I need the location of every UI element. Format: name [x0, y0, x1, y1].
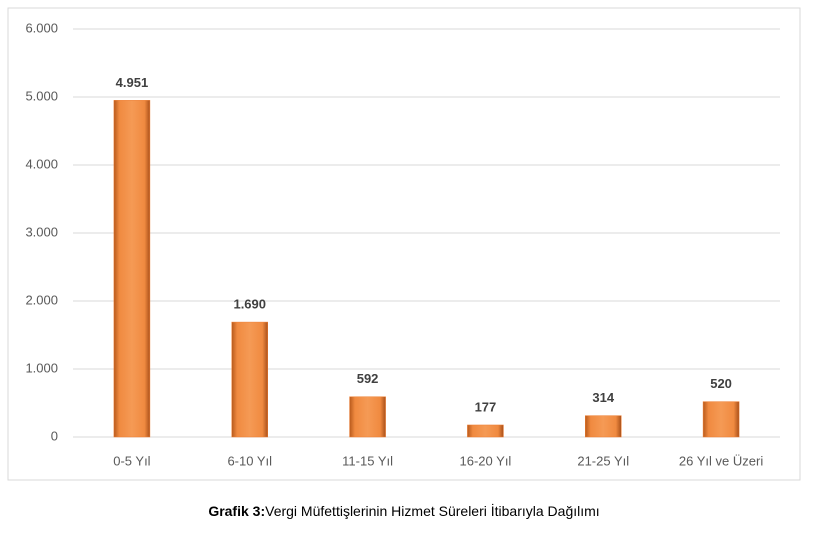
bar [349, 396, 386, 438]
bar [702, 401, 740, 438]
value-label: 314 [592, 390, 614, 405]
value-label: 177 [475, 399, 497, 414]
bar [113, 100, 151, 438]
x-tick-label: 26 Yıl ve Üzeri [679, 453, 763, 468]
value-label: 592 [357, 371, 379, 386]
bar [231, 321, 268, 438]
bar [467, 424, 504, 438]
y-tick-label: 2.000 [25, 292, 58, 307]
x-tick-label: 21-25 Yıl [577, 453, 629, 468]
y-tick-label: 4.000 [25, 156, 58, 171]
y-tick-label: 5.000 [25, 88, 58, 103]
bar [585, 415, 622, 438]
value-label: 520 [710, 376, 732, 391]
y-tick-label: 3.000 [25, 224, 58, 239]
caption-label: Grafik 3: [208, 503, 265, 519]
value-label: 1.690 [233, 297, 266, 312]
x-tick-label: 6-10 Yıl [227, 453, 272, 468]
caption-text: Vergi Müfettişlerinin Hizmet Süreleri İt… [265, 502, 600, 519]
x-tick-label: 11-15 Yıl [342, 453, 393, 468]
x-tick-label: 0-5 Yıl [113, 453, 150, 468]
y-tick-label: 1.000 [25, 360, 58, 375]
caption: Grafik 3:Vergi Müfettişlerinin Hizmet Sü… [208, 502, 599, 519]
y-tick-label: 6.000 [25, 20, 58, 35]
x-tick-label: 16-20 Yıl [460, 453, 512, 468]
value-label: 4.951 [116, 75, 149, 90]
y-tick-label: 0 [51, 428, 58, 443]
